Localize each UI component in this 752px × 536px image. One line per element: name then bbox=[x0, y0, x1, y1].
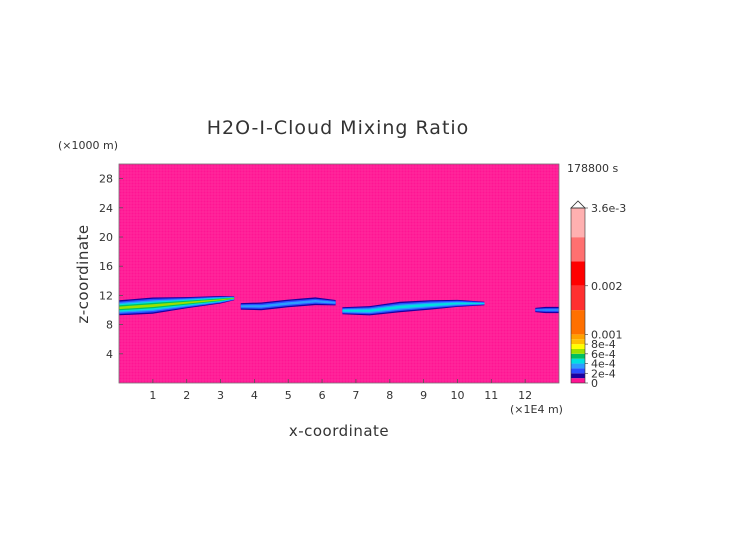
colorbar-swatch bbox=[571, 310, 585, 335]
y-unit-label: (×1000 m) bbox=[58, 139, 118, 152]
time-label: 178800 s bbox=[567, 162, 618, 175]
colorbar-label: 0.001 bbox=[591, 328, 623, 341]
x-tick-label: 2 bbox=[183, 389, 190, 402]
colorbar-max-arrow bbox=[570, 200, 586, 209]
y-tick-label: 16 bbox=[99, 260, 113, 273]
y-axis-title: z-coordinate bbox=[74, 224, 92, 323]
colorbar-swatch bbox=[571, 237, 585, 262]
colorbar-swatch bbox=[571, 208, 585, 238]
colorbar-swatch bbox=[571, 363, 585, 369]
x-tick-label: 3 bbox=[217, 389, 224, 402]
chart-title: H2O-I-Cloud Mixing Ratio bbox=[207, 117, 470, 139]
y-tick-label: 12 bbox=[99, 289, 113, 302]
plot-background bbox=[119, 164, 559, 383]
colorbar-label: 6e-4 bbox=[591, 348, 616, 361]
x-tick-label: 6 bbox=[319, 389, 326, 402]
contour-cloud-mid bbox=[240, 297, 336, 311]
contour-level bbox=[240, 300, 336, 308]
colorbar-swatch bbox=[571, 334, 585, 340]
colorbar-label: 4e-4 bbox=[591, 358, 616, 371]
y-tick-label: 24 bbox=[99, 202, 113, 215]
colorbar-swatch bbox=[571, 348, 585, 354]
colorbar-swatch bbox=[571, 353, 585, 359]
x-axis-title: x-coordinate bbox=[289, 422, 389, 440]
colorbar-label: 3.6e-3 bbox=[591, 202, 626, 215]
x-tick-label: 10 bbox=[450, 389, 464, 402]
colorbar-swatch bbox=[571, 378, 585, 383]
x-tick-label: 9 bbox=[420, 389, 427, 402]
x-tick-label: 4 bbox=[251, 389, 258, 402]
contour-cloud-right bbox=[342, 299, 485, 316]
y-tick-label: 20 bbox=[99, 231, 113, 244]
x-tick-label: 8 bbox=[386, 389, 393, 402]
colorbar-swatch bbox=[571, 339, 585, 345]
colorbar-label: 0.002 bbox=[591, 280, 623, 293]
contour-cloud-edge bbox=[535, 306, 559, 314]
colorbar-frame bbox=[570, 207, 586, 384]
colorbar-label: 8e-4 bbox=[591, 338, 616, 351]
contour-cloud-left bbox=[119, 296, 235, 316]
x-axis: 1 2 3 4 5 6 7 8 9 10 11 12 bbox=[149, 379, 532, 402]
plot-frame bbox=[118, 163, 560, 384]
colorbar-swatch bbox=[571, 368, 585, 374]
colorbar-swatch bbox=[571, 285, 585, 311]
x-unit-label: (×1E4 m) bbox=[510, 403, 563, 416]
colorbar-swatch bbox=[571, 261, 585, 286]
colorbar-swatch bbox=[571, 373, 585, 379]
colorbar-label: 2e-4 bbox=[591, 367, 616, 380]
y-tick-label: 4 bbox=[106, 348, 113, 361]
cloud-contours bbox=[119, 296, 559, 316]
y-axis: 4 8 12 16 20 24 28 bbox=[99, 173, 123, 361]
x-tick-label: 12 bbox=[518, 389, 532, 402]
colorbar-label: 0 bbox=[591, 377, 598, 390]
colorbar-swatch bbox=[571, 358, 585, 364]
x-tick-label: 5 bbox=[285, 389, 292, 402]
x-tick-label: 1 bbox=[149, 389, 156, 402]
plot-mesh bbox=[118, 163, 559, 384]
contour-level bbox=[119, 298, 235, 310]
x-tick-label: 11 bbox=[484, 389, 498, 402]
contour-level bbox=[535, 309, 559, 311]
contour-level bbox=[342, 302, 485, 312]
colorbar-swatch bbox=[571, 344, 585, 349]
y-tick-label: 8 bbox=[106, 319, 113, 332]
y-tick-label: 28 bbox=[99, 173, 113, 186]
x-tick-label: 7 bbox=[352, 389, 359, 402]
